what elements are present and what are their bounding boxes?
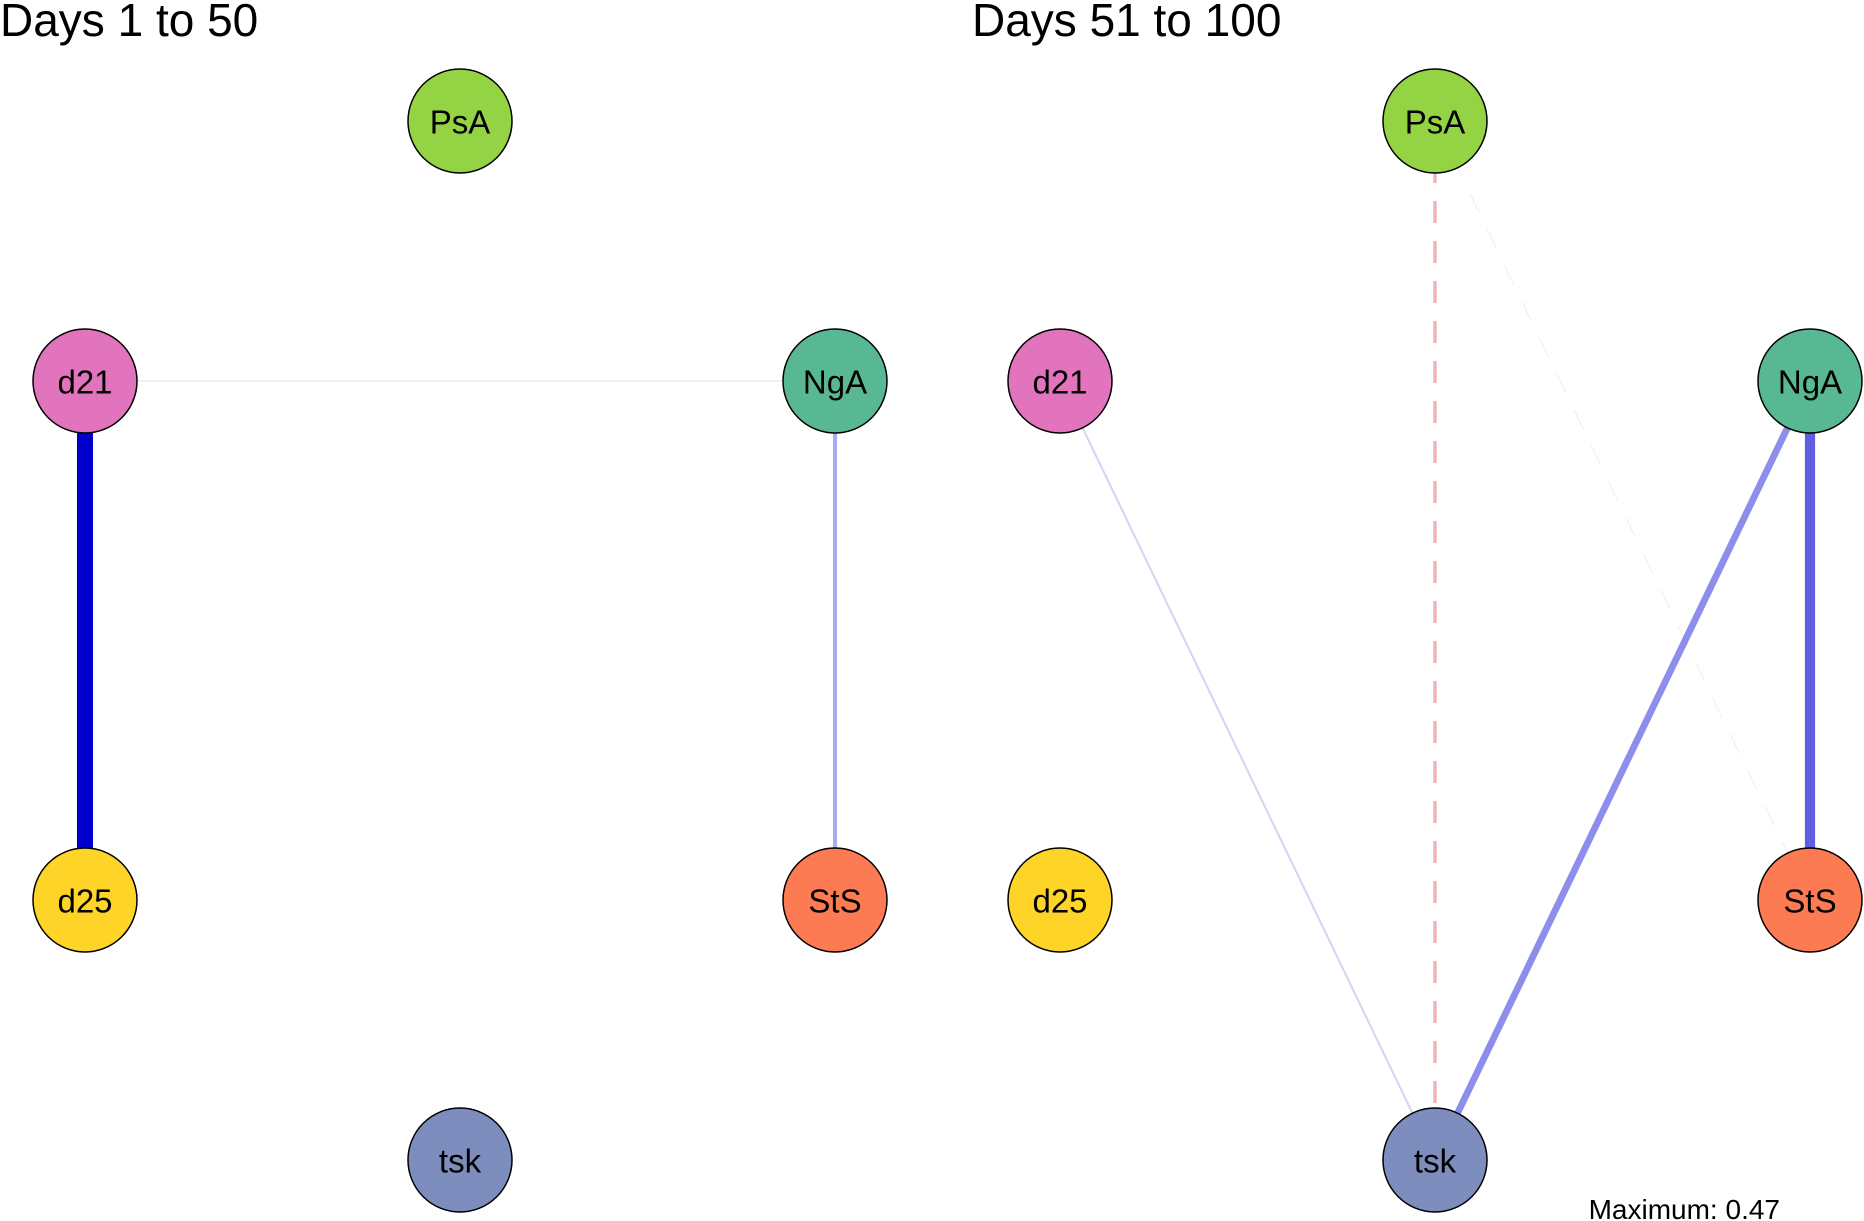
node-layer: PsA d21 NgA d25 StS tsk [32, 68, 888, 1213]
node-circle [1007, 847, 1113, 953]
node-circle [782, 328, 888, 434]
node-circle [32, 328, 138, 434]
node-circle [1382, 68, 1488, 174]
node-circle [407, 1107, 513, 1213]
node-tsk: tsk [1382, 1107, 1488, 1213]
node-circle [1757, 328, 1863, 434]
node-label: NgA [803, 364, 867, 401]
node-label: d21 [1032, 364, 1087, 401]
node-label: PsA [430, 104, 491, 141]
node-sts: StS [782, 847, 888, 953]
node-label: d21 [57, 364, 112, 401]
node-d21: d21 [32, 328, 138, 434]
panel-days-51-to-100: Days 51 to 100 PsA d21 NgA d25 StS tsk [972, 0, 1863, 1213]
node-circle [32, 847, 138, 953]
edge-layer [77, 380, 838, 900]
node-label: d25 [57, 883, 112, 920]
node-circle [1007, 328, 1113, 434]
node-tsk: tsk [407, 1107, 513, 1213]
node-circle [1382, 1107, 1488, 1213]
panel-title: Days 1 to 50 [0, 0, 258, 46]
node-sts: StS [1757, 847, 1863, 953]
node-layer: PsA d21 NgA d25 StS tsk [1007, 68, 1863, 1213]
node-psa: PsA [407, 68, 513, 174]
panel-title: Days 51 to 100 [972, 0, 1281, 46]
node-d25: d25 [32, 847, 138, 953]
panel-days-1-to-50: Days 1 to 50 PsA d21 NgA d25 StS tsk [0, 0, 888, 1213]
node-label: StS [808, 883, 861, 920]
edge-d21-tsk [1059, 380, 1436, 1161]
maximum-weight-note: Maximum: 0.47 [1589, 1194, 1780, 1221]
node-label: NgA [1778, 364, 1842, 401]
node-d21: d21 [1007, 328, 1113, 434]
node-circle [407, 68, 513, 174]
node-label: PsA [1405, 104, 1466, 141]
node-label: StS [1783, 883, 1836, 920]
node-nga: NgA [782, 328, 888, 434]
node-circle [1757, 847, 1863, 953]
node-psa: PsA [1382, 68, 1488, 174]
node-label: d25 [1032, 883, 1087, 920]
node-circle [782, 847, 888, 953]
node-nga: NgA [1757, 328, 1863, 434]
edge-nga-tsk [1431, 379, 1814, 1162]
node-label: tsk [1414, 1143, 1457, 1180]
node-label: tsk [439, 1143, 482, 1180]
edge-psa-sts [1434, 120, 1811, 901]
edge-layer [1059, 120, 1816, 1162]
node-d25: d25 [1007, 847, 1113, 953]
